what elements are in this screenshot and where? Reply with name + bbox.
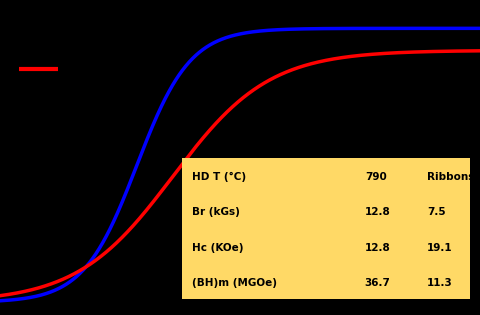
Text: 12.8: 12.8 <box>365 243 391 253</box>
FancyBboxPatch shape <box>182 158 470 299</box>
Text: 11.3: 11.3 <box>427 278 453 288</box>
Text: 36.7: 36.7 <box>365 278 391 288</box>
Text: 12.8: 12.8 <box>365 208 391 217</box>
Text: Ribbons: Ribbons <box>427 172 475 182</box>
Text: 790: 790 <box>365 172 386 182</box>
Text: Hc (KOe): Hc (KOe) <box>192 243 243 253</box>
Text: 19.1: 19.1 <box>427 243 453 253</box>
Text: (BH)m (MGOe): (BH)m (MGOe) <box>192 278 277 288</box>
Text: 7.5: 7.5 <box>427 208 446 217</box>
Text: HD T (°C): HD T (°C) <box>192 172 246 182</box>
Text: Br (kGs): Br (kGs) <box>192 208 240 217</box>
